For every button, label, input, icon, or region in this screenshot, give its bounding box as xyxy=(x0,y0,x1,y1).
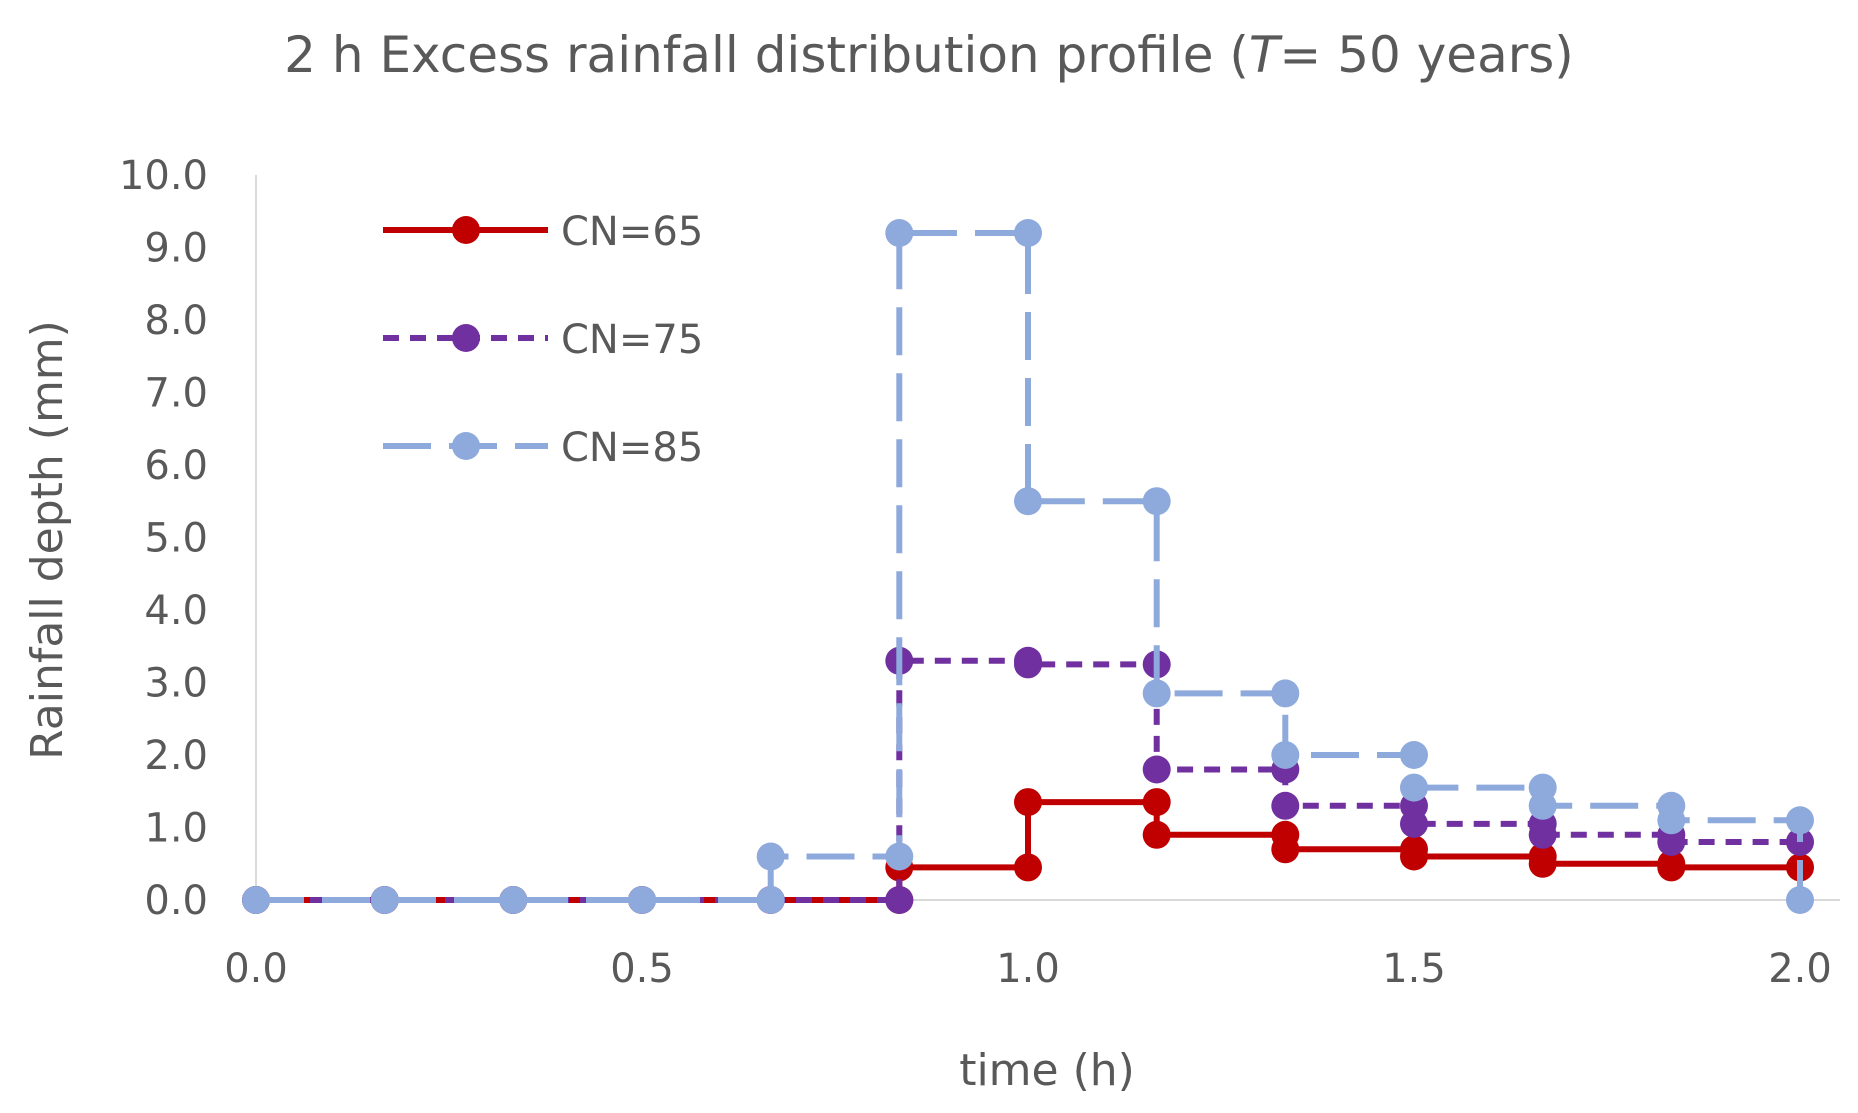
chart-title-part: 2 h Excess rainfall distribution profile… xyxy=(284,26,1249,84)
series-CN=65 xyxy=(242,788,1814,914)
legend-label: CN=85 xyxy=(561,425,703,471)
data-point xyxy=(1271,835,1300,864)
data-point xyxy=(1271,679,1300,708)
y-tick-label: 4.0 xyxy=(144,588,208,634)
data-point xyxy=(1142,820,1171,849)
data-point xyxy=(1657,853,1686,882)
y-tick-label: 8.0 xyxy=(144,298,208,344)
data-point xyxy=(628,886,656,914)
x-tick-label: 0.0 xyxy=(224,946,288,992)
chart-title-part: T xyxy=(1249,26,1283,84)
data-point xyxy=(1528,820,1557,849)
data-point xyxy=(1528,791,1557,820)
y-tick-label: 9.0 xyxy=(144,226,208,272)
data-point xyxy=(1014,788,1042,817)
data-point xyxy=(885,886,914,914)
data-point xyxy=(756,842,785,871)
series-layer xyxy=(242,219,1814,914)
data-point xyxy=(1657,828,1686,856)
legend-marker xyxy=(452,432,480,460)
legend-marker xyxy=(452,216,480,244)
data-point xyxy=(1014,853,1042,882)
data-point xyxy=(242,886,270,914)
x-tick-label: 1.5 xyxy=(1382,946,1446,992)
y-tick-label: 5.0 xyxy=(144,516,208,562)
data-point xyxy=(1142,679,1171,708)
chart-title-part: = 50 years) xyxy=(1279,26,1573,84)
data-point xyxy=(1400,773,1428,802)
data-point xyxy=(1528,849,1557,878)
data-point xyxy=(370,886,399,914)
data-point xyxy=(756,886,785,914)
legend-label: CN=65 xyxy=(561,209,703,255)
y-tick-label: 6.0 xyxy=(144,443,208,489)
x-axis-ticks: 0.0 0.5 1.0 1.5 2.0 xyxy=(224,946,1832,992)
x-tick-label: 1.0 xyxy=(996,946,1060,992)
data-point xyxy=(1014,487,1042,516)
y-axis-ticks: 0.0 1.0 2.0 3.0 4.0 5.0 6.0 7.0 8.0 9.0 10.0 xyxy=(119,153,208,924)
y-tick-label: 10.0 xyxy=(119,153,208,199)
series-CN=85 xyxy=(242,219,1814,914)
data-point xyxy=(1014,219,1042,247)
series-line xyxy=(256,230,1803,903)
data-point xyxy=(1271,741,1300,769)
legend-item: CN=85 xyxy=(383,425,703,471)
series-line xyxy=(256,799,1800,903)
data-point xyxy=(1786,806,1814,835)
y-tick-label: 0.0 xyxy=(144,878,208,924)
data-point xyxy=(1400,842,1428,871)
chart-title: 2 h Excess rainfall distribution profile… xyxy=(284,26,1574,84)
data-point xyxy=(1014,650,1042,679)
x-tick-label: 0.5 xyxy=(610,946,674,992)
y-tick-label: 2.0 xyxy=(144,733,208,779)
x-tick-label: 2.0 xyxy=(1768,946,1832,992)
legend-item: CN=65 xyxy=(383,209,703,255)
legend-marker xyxy=(452,324,480,352)
data-point xyxy=(1786,886,1814,914)
data-point xyxy=(1142,788,1171,817)
x-axis-label: time (h) xyxy=(959,1045,1135,1096)
y-tick-label: 1.0 xyxy=(144,806,208,852)
data-point xyxy=(1657,806,1686,835)
y-tick-label: 7.0 xyxy=(144,371,208,417)
data-point xyxy=(885,842,914,871)
legend-item: CN=75 xyxy=(383,317,703,363)
legend-label: CN=75 xyxy=(561,317,703,363)
y-tick-label: 3.0 xyxy=(144,661,208,707)
data-point xyxy=(499,886,528,914)
data-point xyxy=(1400,741,1428,769)
data-point xyxy=(1142,755,1171,784)
data-point xyxy=(885,219,914,247)
y-axis-label: Rainfall depth (mm) xyxy=(22,320,73,760)
data-point xyxy=(1400,809,1428,838)
data-point xyxy=(1271,791,1300,820)
data-point xyxy=(1142,487,1171,516)
legend: CN=65 CN=75 CN=85 xyxy=(383,209,703,471)
